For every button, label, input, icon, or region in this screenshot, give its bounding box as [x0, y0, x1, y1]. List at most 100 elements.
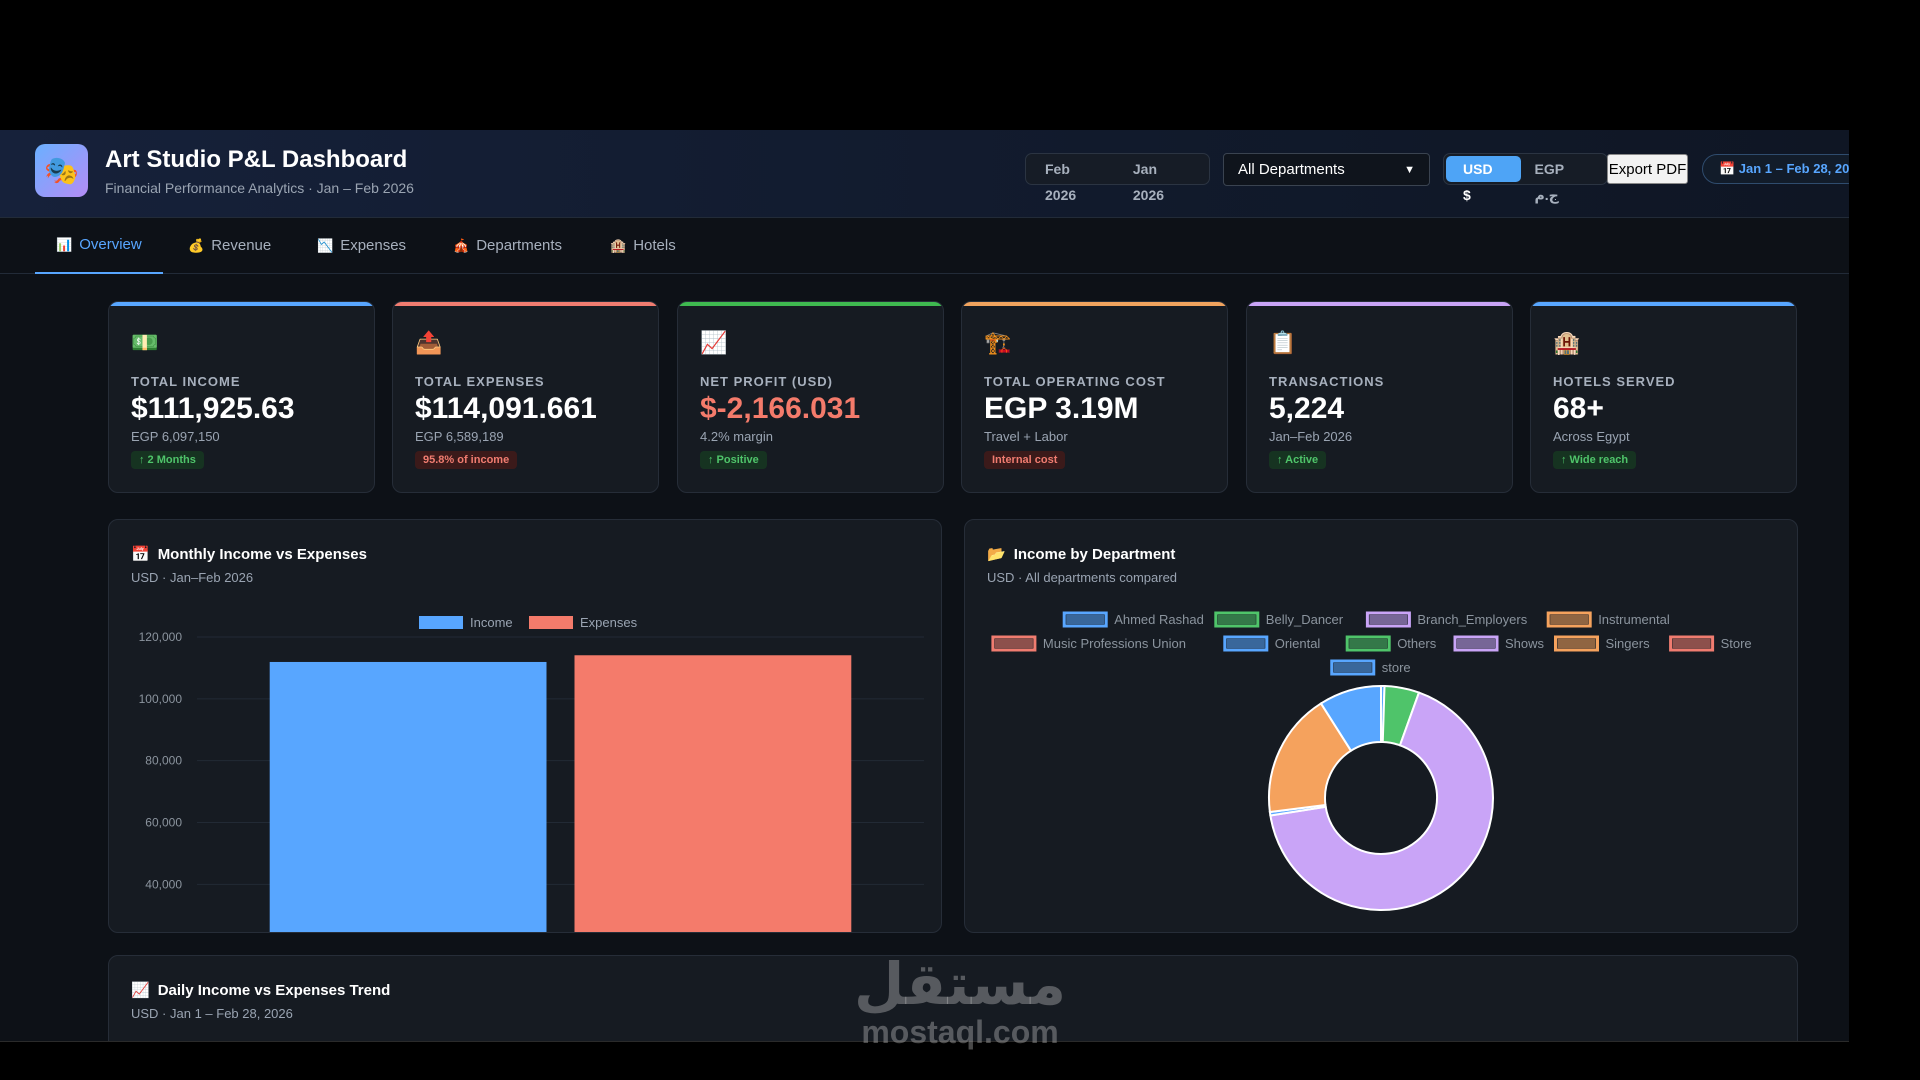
export-pdf-button[interactable]: Export PDF: [1607, 154, 1688, 184]
panel-title: 📅 Monthly Income vs Expenses: [131, 545, 367, 564]
kpi-value: EGP 3.19M: [984, 392, 1139, 425]
kpi-badge: ↑ Positive: [700, 451, 767, 469]
dashboard-frame: 🎭 Art Studio P&L Dashboard Financial Per…: [0, 130, 1849, 1042]
legend-swatch-fill: [1672, 639, 1711, 648]
kpi-label: TOTAL EXPENSES: [415, 374, 545, 389]
hotel-icon: 🏨: [610, 238, 627, 253]
chevron-down-icon: ▼: [1404, 163, 1415, 176]
tab-label: Overview: [79, 236, 142, 253]
dollar-bill-icon: 💵: [131, 330, 159, 355]
legend-swatch[interactable]: [1214, 611, 1260, 628]
mostaql-watermark: مستقل mostaql.com: [845, 952, 1075, 1050]
legend-swatch[interactable]: [1546, 611, 1592, 628]
app-subtitle: Financial Performance Analytics · Jan – …: [105, 180, 414, 196]
legend-label: Oriental: [1275, 636, 1321, 651]
legend-swatch-fill: [994, 639, 1033, 648]
card-accent-bar: [109, 302, 374, 306]
legend-label: store: [1382, 660, 1411, 675]
currency-egp-button[interactable]: EGP ج.م: [1534, 161, 1564, 203]
kpi-card-hotels-served: 🏨 HOTELS SERVED 68+ Across Egypt ↑ Wide …: [1530, 301, 1797, 493]
kpi-badge: ↑ Active: [1269, 451, 1327, 469]
legend-swatch-fill: [1226, 639, 1265, 648]
kpi-label: TRANSACTIONS: [1269, 374, 1385, 389]
monthly-bar-chart: Income Expenses 120,000 100,000 80,000 60,000…: [139, 615, 924, 933]
y-tick-label: 60,000: [145, 816, 182, 830]
kpi-sub: EGP 6,097,150: [131, 429, 220, 444]
card-accent-bar: [1247, 302, 1512, 306]
legend-swatch[interactable]: [1223, 635, 1269, 652]
legend-swatch[interactable]: [1330, 659, 1376, 676]
theater-masks-icon: 🎭: [35, 144, 88, 197]
legend-label: Ahmed Rashad: [1114, 612, 1204, 627]
panel-subtitle: USD · Jan 1 – Feb 28, 2026: [131, 1006, 293, 1021]
kpi-sub: Jan–Feb 2026: [1269, 429, 1353, 444]
kpi-badge: Internal cost: [984, 451, 1066, 469]
donut-slice-store[interactable]: [1319, 684, 1382, 753]
legend-swatch-fill: [1217, 615, 1256, 624]
legend-swatch-fill: [1457, 639, 1495, 648]
kpi-card-operating-cost: 🏗️ TOTAL OPERATING COST EGP 3.19M Travel…: [961, 301, 1228, 493]
y-tick-label: 120,000: [139, 630, 183, 644]
currency-usd-button[interactable]: USD $: [1446, 156, 1521, 203]
legend-label: Branch_Employers: [1417, 612, 1527, 627]
tab-hotels[interactable]: 🏨 Hotels: [610, 218, 676, 274]
donut-slice-branch-employers[interactable]: [1269, 691, 1494, 911]
folder-icon: 📂: [987, 546, 1006, 563]
bar-expenses[interactable]: [574, 655, 852, 933]
legend-label: Instrumental: [1598, 612, 1670, 627]
chart-down-icon: 📉: [317, 238, 334, 253]
tab-revenue[interactable]: 💰 Revenue: [188, 218, 271, 274]
month-button-jan[interactable]: Jan 2026: [1132, 161, 1165, 203]
chart-up-icon: 📈: [131, 982, 150, 999]
kpi-badge: 95.8% of income: [415, 451, 518, 469]
watermark-arabic: مستقل: [853, 952, 1067, 1017]
legend-swatch[interactable]: [1669, 635, 1715, 652]
tab-label: Hotels: [633, 237, 676, 254]
kpi-sub: 4.2% margin: [700, 429, 773, 444]
kpi-value: 5,224: [1269, 392, 1345, 425]
kpi-sub: EGP 6,589,189: [415, 429, 504, 444]
bar-income[interactable]: [269, 661, 547, 933]
legend-swatch[interactable]: [1365, 611, 1411, 628]
legend-swatch[interactable]: [991, 635, 1037, 652]
card-accent-bar: [393, 302, 658, 306]
tab-overview[interactable]: 📊 Overview: [35, 218, 163, 274]
kpi-card-net-profit: 📈 NET PROFIT (USD) $-2,166.031 4.2% marg…: [677, 301, 944, 493]
kpi-label: HOTELS SERVED: [1553, 374, 1676, 389]
legend-swatch[interactable]: [1453, 635, 1499, 652]
legend-label: Music Professions Union: [1043, 636, 1186, 651]
tab-departments[interactable]: 🎪 Departments: [453, 218, 562, 274]
kpi-card-transactions: 📋 TRANSACTIONS 5,224 Jan–Feb 2026 ↑ Acti…: [1246, 301, 1513, 493]
department-donut-chart: Ahmed Rashad Belly_Dancer Branch_Employers…: [991, 611, 1752, 911]
legend-label: Others: [1397, 636, 1437, 651]
hotel-icon: 🏨: [1553, 330, 1581, 355]
month-button-feb[interactable]: Feb 2026: [1045, 161, 1077, 203]
tab-expenses[interactable]: 📉 Expenses: [317, 218, 406, 274]
header: 🎭 Art Studio P&L Dashboard Financial Per…: [0, 130, 1849, 218]
legend-label-expenses: Expenses: [580, 615, 638, 630]
legend-swatch-income[interactable]: [419, 616, 463, 629]
panel-title-text: Income by Department: [1013, 545, 1176, 563]
clipboard-icon: 📋: [1269, 330, 1297, 355]
kpi-value: $-2,166.031: [700, 392, 861, 425]
bar-chart-icon: 📊: [56, 237, 73, 252]
tab-label: Revenue: [211, 237, 272, 254]
legend-swatch[interactable]: [1554, 635, 1599, 652]
card-accent-bar: [678, 302, 943, 306]
legend-swatch-expenses[interactable]: [529, 616, 573, 629]
panel-title-text: Monthly Income vs Expenses: [157, 545, 367, 563]
legend-swatch[interactable]: [1062, 611, 1108, 628]
currency-toggle: USD $ EGP ج.م: [1443, 153, 1608, 203]
date-range-chip[interactable]: 📅 Jan 1 – Feb 28, 2026: [1702, 154, 1849, 184]
app-title: Art Studio P&L Dashboard: [105, 146, 408, 173]
watermark-latin: mostaql.com: [861, 1014, 1059, 1050]
panel-title: 📂 Income by Department: [987, 545, 1176, 564]
y-tick-label: 40,000: [145, 877, 182, 891]
kpi-value: $114,091.661: [415, 392, 597, 425]
kpi-card-total-expenses: 📤 TOTAL EXPENSES $114,091.661 EGP 6,589,…: [392, 301, 659, 493]
department-select[interactable]: All Departments ▼: [1223, 153, 1430, 186]
legend-swatch[interactable]: [1345, 635, 1391, 652]
money-bag-icon: 💰: [188, 238, 205, 253]
tab-bar: 📊 Overview 💰 Revenue 📉 Expenses 🎪 Depart…: [0, 218, 1849, 274]
legend-label-income: Income: [470, 615, 513, 630]
